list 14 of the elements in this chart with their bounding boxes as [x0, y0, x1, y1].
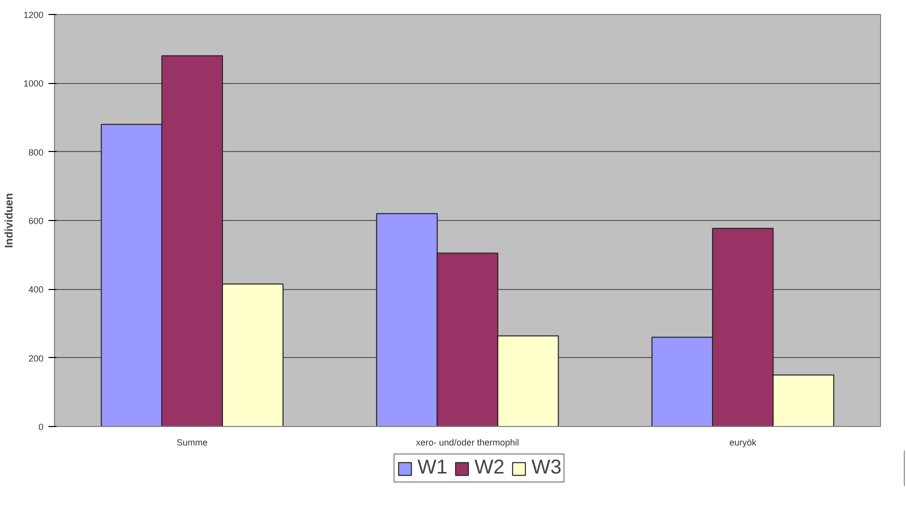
y-axis-title: Individuen: [3, 192, 16, 248]
legend-label: W3: [532, 456, 562, 480]
x-tick-label: euryök: [729, 438, 757, 448]
y-tick-label: 600: [28, 216, 44, 226]
y-tick-label: 1000: [23, 78, 44, 89]
y-tick-label: 200: [28, 353, 44, 364]
y-tick-label: 0: [38, 422, 44, 432]
y-tick-label: 400: [28, 284, 44, 295]
y-tick-label: 1200: [23, 10, 44, 20]
legend-label: W2: [474, 456, 504, 480]
legend-label: W1: [418, 456, 448, 480]
y-tick-label: 800: [28, 147, 44, 158]
x-tick-label: Summe: [176, 438, 208, 448]
x-tick-label: xero- und/oder thermophil: [416, 438, 520, 448]
